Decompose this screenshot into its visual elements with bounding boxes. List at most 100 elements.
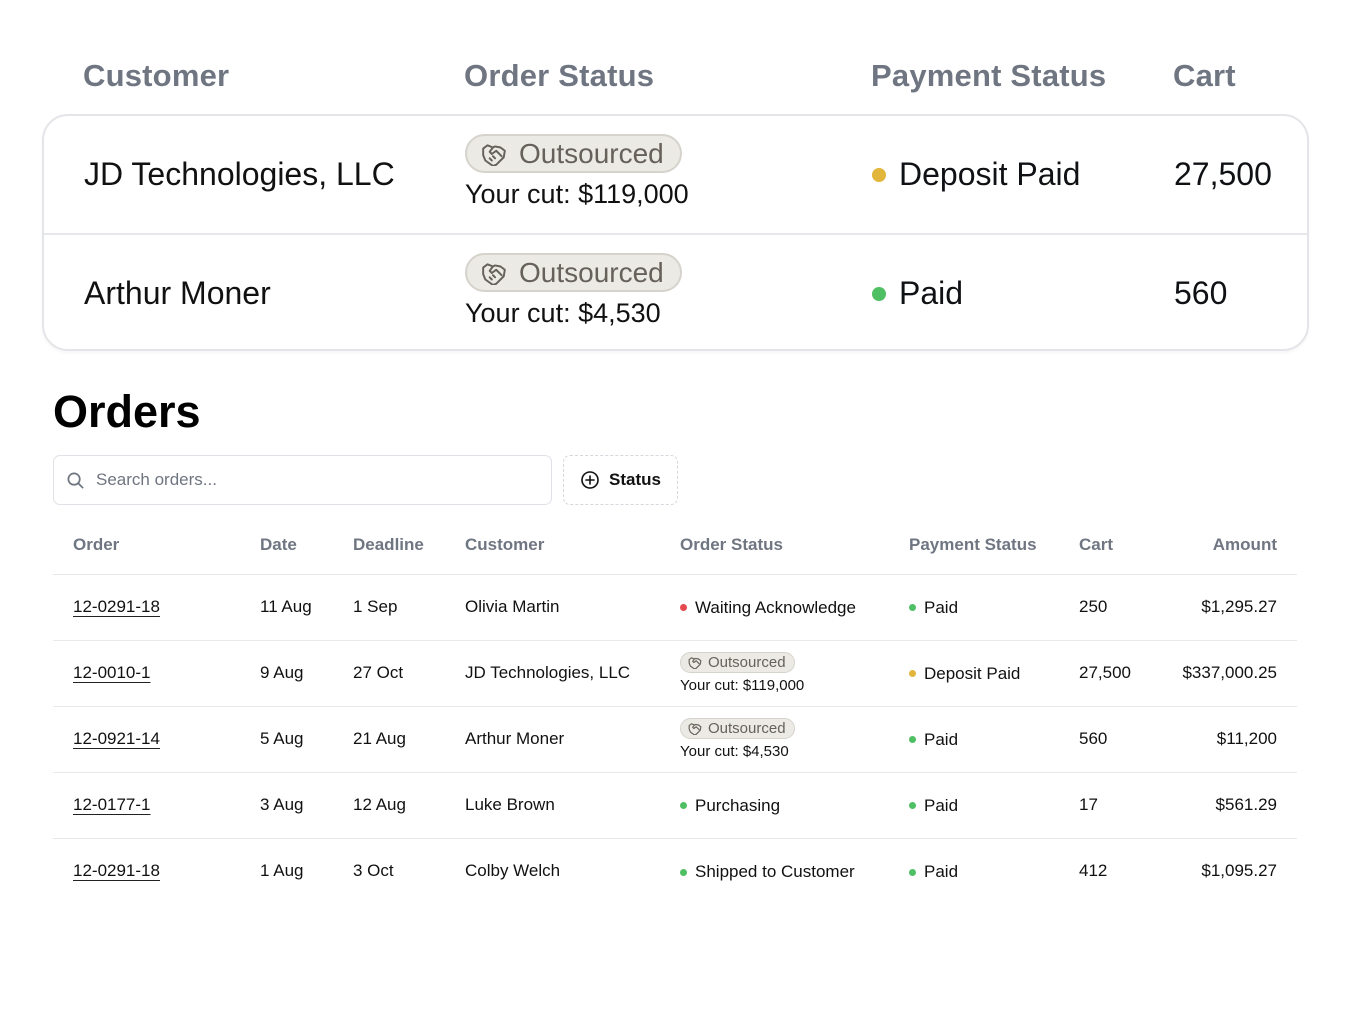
outsourced-badge: Outsourced [465,253,682,292]
order-date: 3 Aug [260,772,353,839]
highlight-header-customer: Customer [83,58,230,93]
order-cart: 412 [1079,861,1108,881]
highlight-row[interactable]: Arthur Moner Outsourced Your cut: $4,530… [44,233,1307,349]
order-deadline: 27 Oct [353,640,465,707]
payment-status-label: Deposit Paid [924,663,1021,683]
order-deadline: 12 Aug [353,772,465,839]
order-link[interactable]: 12-0291-18 [73,861,160,881]
order-cart: 250 [1079,574,1175,641]
highlight-row[interactable]: JD Technologies, LLC Outsourced Your cut… [44,116,1307,233]
highlight-header-order-status: Order Status [464,58,655,93]
order-date: 9 Aug [260,640,353,707]
status-dot-icon [680,604,687,612]
order-date: 11 Aug [260,574,353,641]
handshake-icon [688,657,702,669]
highlight-header: Customer Order Status Payment Status Car… [0,58,1350,102]
column-header-order[interactable]: Order [53,516,260,575]
table-row[interactable]: 12-0010-1 9 Aug 27 Oct JD Technologies, … [53,640,1297,707]
payment-status: Deposit Paid [909,664,1020,684]
order-link[interactable]: 12-0921-14 [73,729,160,748]
your-cut: Your cut: $119,000 [465,179,689,209]
status-dot-icon [909,604,916,612]
order-cart: 17 [1079,772,1175,839]
orders-table: Order Date Deadline Customer Order Statu… [53,516,1297,904]
status-dot-icon [909,868,916,876]
payment-status: Paid [909,862,958,882]
payment-status: Paid [909,730,958,750]
order-amount: $1,295.27 [1175,574,1297,641]
handshake-icon [482,143,506,166]
table-row[interactable]: 12-0291-18 1 Aug 3 Oct Colby Welch Shipp… [53,838,1297,904]
handshake-icon [688,723,702,735]
order-status: Shipped to Customer [680,862,855,882]
column-header-amount[interactable]: Amount [1175,516,1297,575]
order-customer: JD Technologies, LLC [465,640,680,707]
order-link[interactable]: 12-0010-1 [73,663,151,682]
column-header-payment-status[interactable]: Payment Status [909,516,1079,575]
payment-status: Paid [909,796,958,816]
payment-status: Paid [909,598,958,618]
order-deadline: 21 Aug [353,706,465,773]
table-row[interactable]: 12-0921-14 5 Aug 21 Aug Arthur Moner Out… [53,706,1297,773]
payment-status-label: Paid [924,795,959,815]
search-field[interactable] [53,455,552,505]
highlight-order-status: Outsourced Your cut: $119,000 [465,134,689,210]
plus-circle-icon [581,471,599,489]
highlight-header-payment-status: Payment Status [871,58,1107,93]
table-header-row: Order Date Deadline Customer Order Statu… [53,516,1297,575]
column-header-cart[interactable]: Cart [1079,516,1175,575]
order-amount: $337,000.25 [1175,640,1297,707]
highlight-customer: Arthur Moner [84,275,271,311]
highlight-card: JD Technologies, LLC Outsourced Your cut… [42,114,1309,351]
column-header-deadline[interactable]: Deadline [353,516,465,575]
order-link[interactable]: 12-0291-18 [73,597,160,616]
highlight-customer: JD Technologies, LLC [84,156,395,192]
column-header-order-status[interactable]: Order Status [680,516,909,575]
order-status: Waiting Acknowledge [680,598,856,618]
outsourced-badge: Outsourced [465,134,682,173]
outsourced-badge: Outsourced [680,652,795,673]
highlight-payment-status: Paid [872,275,963,312]
status-filter-label: Status [609,470,661,489]
order-cart: 560 [1079,706,1175,773]
order-status-label: Waiting Acknowledge [695,597,856,617]
order-amount: $11,200 [1175,706,1297,773]
page-title: Orders [53,386,201,437]
order-customer: Colby Welch [465,861,561,881]
outsourced-badge-label: Outsourced [519,256,664,288]
payment-status-label: Paid [924,862,959,881]
status-dot-icon [680,802,687,810]
status-dot-icon [909,670,916,678]
search-icon [67,472,84,488]
order-status-label: Shipped to Customer [695,862,855,881]
your-cut: Your cut: $4,530 [465,298,661,328]
column-header-date[interactable]: Date [260,516,353,575]
handshake-icon [482,262,506,285]
your-cut: Your cut: $4,530 [680,743,789,760]
table-row[interactable]: 12-0291-18 11 Aug 1 Sep Olivia Martin Wa… [53,574,1297,641]
highlight-cart: 560 [1174,275,1228,311]
order-link[interactable]: 12-0177-1 [73,795,151,814]
column-header-customer[interactable]: Customer [465,516,680,575]
payment-status-label: Paid [924,597,959,617]
order-cart: 27,500 [1079,640,1175,707]
order-deadline: 1 Sep [353,574,465,641]
order-date: 5 Aug [260,706,353,773]
status-filter-button[interactable]: Status [563,455,678,505]
order-customer: Luke Brown [465,772,680,839]
search-input[interactable] [96,470,536,490]
table-row[interactable]: 12-0177-1 3 Aug 12 Aug Luke Brown Purcha… [53,772,1297,839]
order-deadline: 3 Oct [353,861,394,881]
order-amount: $1,095.27 [1201,861,1277,881]
status-dot-icon [872,167,886,182]
order-customer: Arthur Moner [465,706,680,773]
status-dot-icon [680,868,687,876]
highlight-payment-label: Paid [899,275,964,311]
status-dot-icon [909,736,916,744]
outsourced-badge-label: Outsourced [708,654,786,671]
your-cut: Your cut: $119,000 [680,677,805,694]
outsourced-badge: Outsourced [680,718,795,739]
order-status: Purchasing [680,796,780,816]
outsourced-badge-label: Outsourced [708,720,786,737]
order-amount: $561.29 [1175,772,1297,839]
